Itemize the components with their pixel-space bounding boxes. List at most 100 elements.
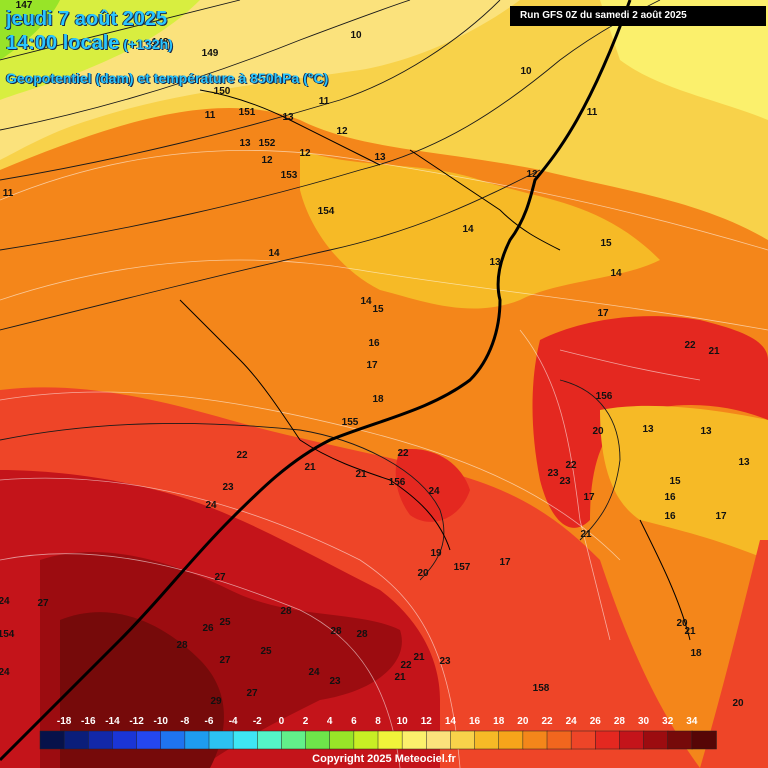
legend-tick-label: 14 xyxy=(445,716,457,727)
legend-swatch xyxy=(305,730,331,750)
legend-tick-label: -6 xyxy=(205,716,214,727)
country-borders xyxy=(179,89,691,641)
temperature-label: 11 xyxy=(319,96,330,107)
temperature-label: 19 xyxy=(430,548,442,559)
legend-swatch xyxy=(136,730,162,750)
temperature-label: 21 xyxy=(304,462,316,473)
legend-swatch xyxy=(160,730,186,750)
legend-tick-label: -18 xyxy=(57,716,72,727)
temperature-label: 23 xyxy=(222,482,234,493)
legend-tick-label: 20 xyxy=(517,716,529,727)
temperature-label: 16 xyxy=(664,511,676,522)
forecast-date: jeudi 7 août 2025 xyxy=(6,8,168,30)
copyright-text: Copyright 2025 Meteociel.fr xyxy=(312,753,456,765)
legend-swatch xyxy=(546,730,572,750)
temperature-label: 29 xyxy=(210,696,222,707)
temperature-field-14 xyxy=(300,150,660,309)
temperature-label: 21 xyxy=(708,346,720,357)
legend-swatch xyxy=(570,730,597,750)
legend-tick-label: -16 xyxy=(81,716,96,727)
temperature-label: 16 xyxy=(368,338,380,349)
temperature-label: 17 xyxy=(366,360,378,371)
legend-tick-label: 8 xyxy=(375,716,381,727)
legend-tick-label: 26 xyxy=(590,716,602,727)
geopotential-label: 153 xyxy=(281,170,298,181)
forecast-local-time: 14:00 locale xyxy=(6,32,120,54)
legend-tick-label: 28 xyxy=(614,716,626,727)
forecast-time: 14:00 locale (+132h) xyxy=(6,32,173,55)
temperature-field-10-east xyxy=(600,0,768,120)
legend-swatch xyxy=(88,730,114,750)
temperature-label: 23 xyxy=(547,468,559,479)
temperature-label: 13 xyxy=(700,426,712,437)
temperature-label: 24 xyxy=(0,596,10,607)
temperature-label: 22 xyxy=(236,450,248,461)
temperature-label: 14 xyxy=(360,296,372,307)
temperature-label: 24 xyxy=(428,486,440,497)
temperature-label: 28 xyxy=(330,626,342,637)
temperature-label: 21 xyxy=(413,652,425,663)
legend-swatch xyxy=(401,730,428,750)
geopotential-label: 158 xyxy=(533,683,550,694)
geopotential-label: 156 xyxy=(389,477,406,488)
legend-swatch xyxy=(112,730,138,750)
legend-swatch xyxy=(643,730,669,750)
temperature-label: 10 xyxy=(350,30,362,41)
temperature-label: 23 xyxy=(439,656,451,667)
temperature-field-8 xyxy=(0,0,200,100)
temperature-label: 20 xyxy=(732,698,744,709)
legend-tick-label: 34 xyxy=(686,716,698,727)
geopotential-label: 151 xyxy=(239,107,256,118)
temperature-label: 14 xyxy=(610,268,622,279)
temperature-label: 13 xyxy=(642,424,654,435)
temperature-label: 28 xyxy=(176,640,188,651)
legend-tick-label: -14 xyxy=(105,716,120,727)
isotherm-lines xyxy=(0,149,768,768)
temperature-label: 22 xyxy=(397,448,409,459)
legend-swatch xyxy=(377,730,403,750)
temperature-label: 25 xyxy=(260,646,272,657)
temperature-label: 18 xyxy=(690,648,702,659)
temperature-label: 15 xyxy=(372,304,384,315)
temperature-label: 13 xyxy=(239,138,251,149)
temperature-label: 24 xyxy=(0,667,10,678)
geopotential-label: 154 xyxy=(0,629,15,640)
temperature-label: 12 xyxy=(261,155,273,166)
temperature-label: 11 xyxy=(205,110,216,121)
temperature-labels: 1113131212121110101112131414131514141516… xyxy=(0,30,750,709)
temperature-label: 14 xyxy=(268,248,280,259)
temperature-field-22-alps xyxy=(532,316,768,528)
temperature-label: 27 xyxy=(214,572,226,583)
temperature-label: 23 xyxy=(559,476,571,487)
legend-tick-label: -2 xyxy=(253,716,262,727)
temperature-label: 12 xyxy=(526,169,538,180)
forecast-lead-time: (+132h) xyxy=(123,36,173,52)
geopotential-label: 149 xyxy=(202,48,219,59)
geopotential-label: 156 xyxy=(596,391,613,402)
legend-tick-label: 4 xyxy=(327,716,333,727)
geopotential-label: 147 xyxy=(16,0,33,11)
temperature-label: 15 xyxy=(600,238,612,249)
run-info-box: Run GFS 0Z du samedi 2 août 2025 xyxy=(510,6,766,26)
temperature-label: 27 xyxy=(219,655,231,666)
temperature-label: 27 xyxy=(246,688,258,699)
geopotential-label: 152 xyxy=(259,138,276,149)
legend-swatch xyxy=(522,730,548,750)
temperature-label: 14 xyxy=(462,224,474,235)
temperature-label: 26 xyxy=(202,623,214,634)
legend-swatch xyxy=(595,730,621,750)
temperature-label: 13 xyxy=(738,457,750,468)
legend-tick-label: 10 xyxy=(397,716,409,727)
legend-swatch xyxy=(353,730,379,750)
temperature-label: 17 xyxy=(499,557,511,568)
legend-swatch xyxy=(329,730,355,750)
temperature-label: 22 xyxy=(684,340,696,351)
temperature-label: 13 xyxy=(282,112,294,123)
temperature-label: 13 xyxy=(489,257,501,268)
legend-swatch xyxy=(63,730,90,750)
temperature-label: 20 xyxy=(592,426,604,437)
legend-swatch xyxy=(691,730,717,750)
legend-swatch xyxy=(39,730,65,750)
geopotential-label: 11 xyxy=(3,188,14,199)
